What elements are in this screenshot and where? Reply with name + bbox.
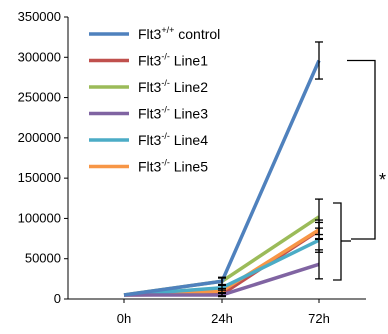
legend-item: Flt3-/- Line5: [89, 158, 208, 175]
y-tick-label: 200000: [18, 130, 61, 145]
legend-item: Flt3+/+ control: [89, 25, 220, 42]
significance-star: *: [379, 170, 386, 190]
legend-label: Flt3-/- Line4: [138, 131, 208, 148]
x-tick-label: 24h: [211, 311, 233, 326]
significance-bracket: *: [333, 59, 386, 281]
x-tick-label: 0h: [117, 311, 131, 326]
bracket-large: [347, 59, 376, 240]
legend-item: Flt3-/- Line1: [89, 52, 208, 69]
y-tick-label: 250000: [18, 90, 61, 105]
legend-item: Flt3-/- Line4: [89, 131, 208, 148]
y-tick-label: 0: [54, 291, 61, 306]
y-tick-label: 50000: [25, 251, 61, 266]
bracket-small: [333, 202, 342, 281]
x-axis: 0h 24h 72h: [68, 298, 366, 326]
legend-label: Flt3-/- Line2: [138, 78, 208, 95]
x-tick-label: 72h: [308, 311, 330, 326]
legend-item: Flt3-/- Line3: [89, 105, 208, 122]
y-tick-label: 100000: [18, 210, 61, 225]
series-layer: [123, 41, 323, 298]
legend: Flt3+/+ control Flt3-/- Line1 Flt3-/- Line…: [89, 25, 220, 175]
y-tick-label: 300000: [18, 49, 61, 64]
y-tick-label: 150000: [18, 170, 61, 185]
y-tick-label: 350000: [18, 9, 61, 24]
legend-label: Flt3-/- Line5: [138, 158, 208, 175]
legend-label: Flt3-/- Line1: [138, 52, 208, 69]
series-line: [123, 59, 321, 297]
legend-item: Flt3-/- Line2: [89, 78, 208, 95]
y-axis: 0 50000 100000 150000 200000 250000 300000 3500…: [18, 9, 69, 306]
legend-label: Flt3+/+ control: [138, 25, 220, 42]
legend-label: Flt3-/- Line3: [138, 105, 208, 122]
